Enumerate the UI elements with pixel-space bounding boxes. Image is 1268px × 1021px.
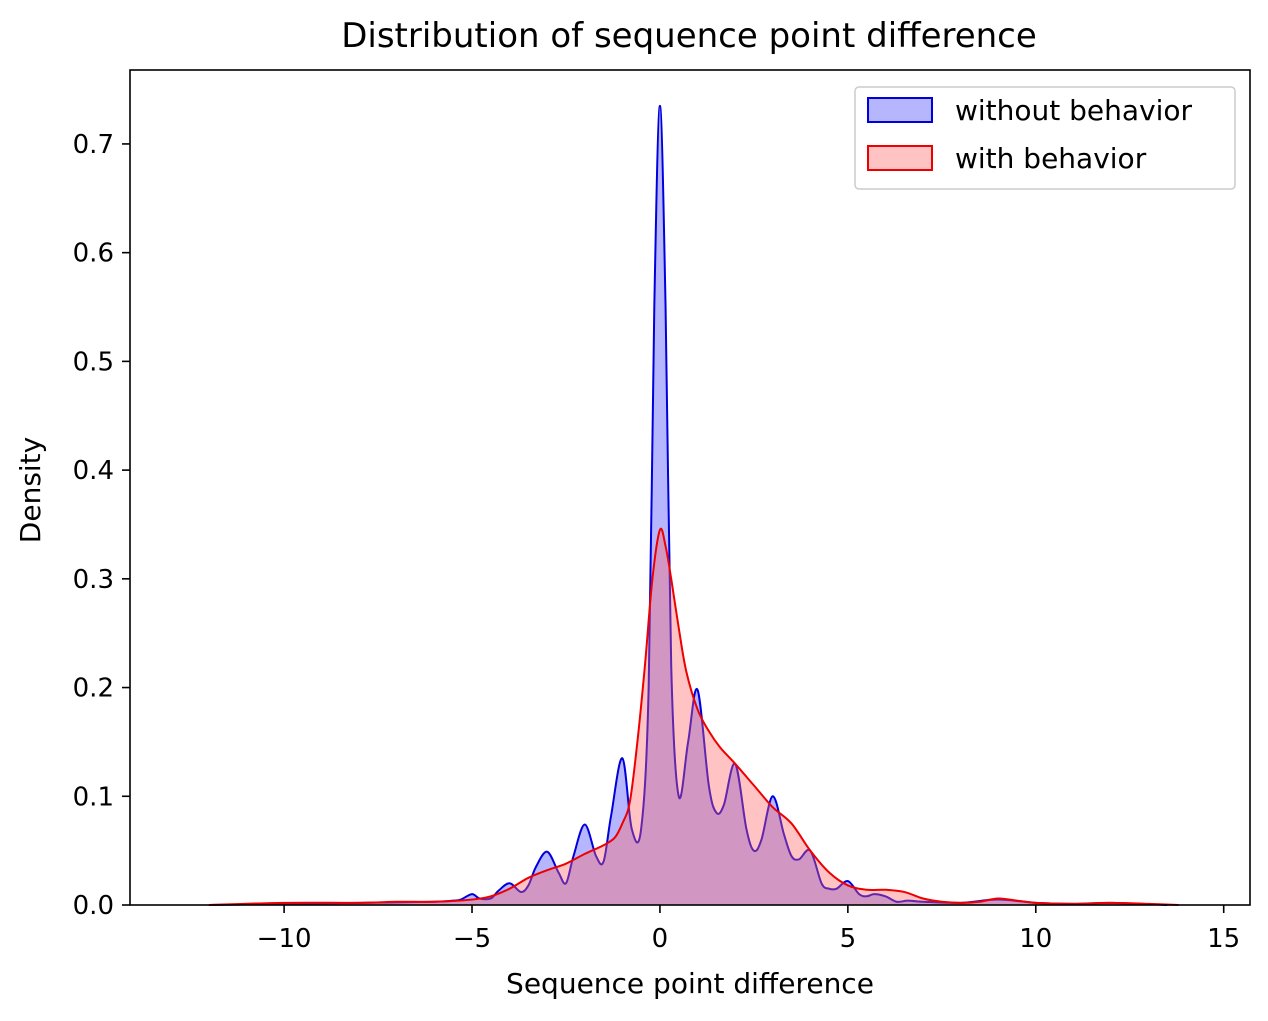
x-tick-label: 10 [1019, 924, 1052, 954]
plot-frame [129, 69, 1251, 906]
density-areas [208, 104, 1179, 906]
y-tick-label: 0.3 [73, 565, 114, 595]
y-tick-label: 0.5 [73, 347, 114, 377]
x-axis-ticks: −10 −5 0 5 10 15 [257, 905, 1240, 954]
y-axis-ticks: 0.0 0.1 0.2 0.3 0.4 0.5 0.6 0.7 [73, 130, 130, 921]
series-line-2 [208, 527, 1179, 906]
series-line-1 [208, 104, 1168, 906]
series-area-2 [208, 528, 1179, 905]
y-axis-label: Density [14, 437, 47, 543]
legend-swatch [867, 145, 933, 171]
legend-swatch [867, 97, 933, 123]
legend: without behavior with behavior [854, 86, 1236, 190]
legend-frame [854, 86, 1236, 190]
x-tick-label: 0 [652, 924, 669, 954]
x-tick-label: 5 [840, 924, 857, 954]
chart-title: Distribution of sequence point differenc… [341, 16, 1037, 56]
x-tick-label: 15 [1207, 924, 1240, 954]
y-tick-label: 0.2 [73, 674, 114, 704]
legend-label: with behavior [955, 142, 1147, 175]
x-tick-label: −10 [257, 924, 312, 954]
y-tick-label: 0.0 [73, 891, 114, 921]
y-tick-label: 0.4 [73, 456, 114, 486]
y-tick-label: 0.1 [73, 782, 114, 812]
x-tick-label: −5 [453, 924, 491, 954]
x-axis-label: Sequence point difference [506, 967, 874, 1000]
y-tick-label: 0.7 [73, 130, 114, 160]
y-tick-label: 0.6 [73, 239, 114, 269]
legend-label: without behavior [955, 94, 1193, 127]
